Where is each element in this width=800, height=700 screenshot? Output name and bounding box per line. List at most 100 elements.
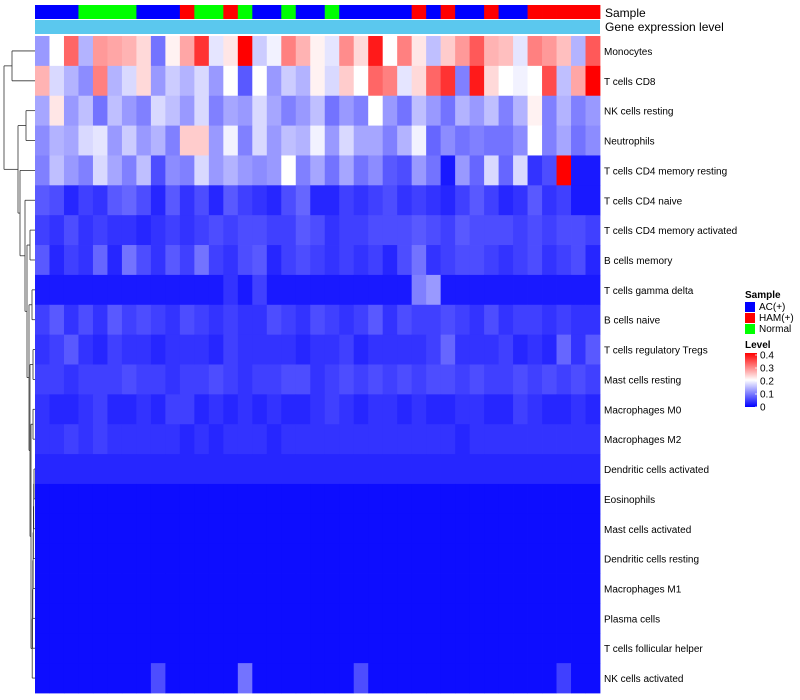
- heatmap-cell: [368, 364, 384, 395]
- heatmap-cell: [208, 633, 224, 664]
- heatmap-cell: [411, 483, 427, 515]
- heatmap-cell: [107, 364, 123, 395]
- heatmap-cell: [310, 633, 326, 664]
- heatmap-cell: [107, 483, 123, 515]
- row-label: Eosinophils: [604, 495, 655, 506]
- heatmap-cell: [310, 543, 326, 574]
- heatmap-cell: [179, 274, 195, 306]
- heatmap-cell: [78, 95, 94, 126]
- heatmap-cell: [585, 36, 601, 67]
- heatmap-cell: [121, 483, 137, 515]
- heatmap-cell: [542, 215, 557, 246]
- heatmap-cell: [179, 65, 195, 97]
- row-label: Mast cells resting: [604, 375, 681, 386]
- heatmap-cell: [397, 663, 413, 694]
- heatmap-cell: [223, 513, 239, 545]
- column-annotations: [35, 5, 601, 34]
- heatmap-cell: [49, 633, 65, 664]
- heatmap-cell: [78, 424, 94, 455]
- heatmap-cell: [223, 245, 239, 276]
- heatmap-cell: [237, 215, 253, 246]
- heatmap-cell: [353, 334, 369, 365]
- heatmap-cell: [324, 483, 340, 515]
- heatmap-cell: [571, 663, 586, 694]
- heatmap-cell: [469, 364, 485, 395]
- heatmap-cell: [556, 125, 572, 156]
- heatmap-cell: [208, 543, 224, 574]
- heatmap-cell: [237, 155, 253, 186]
- heatmap-cell: [223, 95, 239, 126]
- heatmap-cell: [571, 334, 586, 365]
- heatmap-cell: [107, 573, 123, 604]
- heatmap-cell: [179, 36, 195, 67]
- heatmap-cell: [469, 543, 485, 574]
- heatmap-cell: [179, 424, 195, 455]
- heatmap-cell: [426, 573, 442, 604]
- heatmap-cell: [121, 215, 137, 246]
- heatmap-cell: [440, 155, 456, 186]
- heatmap-cell: [571, 603, 586, 634]
- heatmap-cell: [469, 633, 485, 664]
- heatmap-cell: [136, 394, 152, 425]
- heatmap-cell: [165, 364, 181, 395]
- heatmap-cell: [426, 36, 442, 67]
- heatmap-cell: [35, 424, 50, 455]
- heatmap-cell: [556, 454, 572, 485]
- sample-annotation-cell: [223, 5, 239, 19]
- heatmap-cell: [35, 304, 50, 336]
- sample-annotation-cell: [266, 5, 282, 19]
- sample-annotation-cell: [107, 5, 123, 19]
- heatmap-cell: [237, 304, 253, 336]
- heatmap-cell: [150, 573, 166, 604]
- heatmap-cell: [92, 245, 108, 276]
- heatmap-cell: [92, 663, 108, 694]
- heatmap-cell: [63, 663, 79, 694]
- heatmap-cell: [513, 36, 528, 67]
- heatmap-cell: [368, 603, 384, 634]
- heatmap-cell: [92, 215, 108, 246]
- heatmap-cell: [223, 394, 239, 425]
- heatmap-cell: [571, 573, 586, 604]
- heatmap-cell: [165, 95, 181, 126]
- heatmap-cell: [556, 663, 572, 694]
- heatmap-cell: [527, 125, 543, 156]
- heatmap-cell: [513, 543, 528, 574]
- heatmap-cell: [107, 125, 123, 156]
- heatmap-cell: [310, 274, 326, 306]
- heatmap-cell: [281, 95, 297, 126]
- sample-annotation-cell: [150, 5, 166, 19]
- heatmap-cell: [281, 36, 297, 67]
- heatmap-cell: [237, 483, 253, 515]
- heatmap-cell: [339, 483, 355, 515]
- heatmap-cell: [49, 65, 65, 97]
- heatmap-cell: [440, 454, 456, 485]
- heatmap-cell: [107, 245, 123, 276]
- heatmap-cell: [165, 424, 181, 455]
- heatmap-cell: [542, 185, 557, 216]
- heatmap-cell: [136, 513, 152, 545]
- heatmap-cell: [411, 394, 427, 425]
- heatmap-cell: [49, 274, 65, 306]
- heatmap-cell: [585, 394, 601, 425]
- heatmap-cell: [179, 454, 195, 485]
- heatmap-cell: [411, 663, 427, 694]
- heatmap-cell: [556, 36, 572, 67]
- sample-annotation-cell: [35, 5, 50, 19]
- heatmap-cell: [339, 633, 355, 664]
- heatmap-cell: [397, 424, 413, 455]
- heatmap-cell: [252, 663, 268, 694]
- heatmap-cell: [49, 95, 65, 126]
- heatmap-cell: [179, 95, 195, 126]
- row-label: Dendritic cells activated: [604, 465, 709, 476]
- heatmap-cell: [295, 633, 311, 664]
- heatmap-cell: [107, 633, 123, 664]
- row-label: Monocytes: [604, 47, 652, 58]
- heatmap-cell: [310, 454, 326, 485]
- heatmap-cell: [527, 155, 543, 186]
- heatmap-cell: [63, 65, 79, 97]
- heatmap-cell: [92, 155, 108, 186]
- heatmap-cell: [527, 633, 543, 664]
- heatmap-cell: [194, 215, 210, 246]
- heatmap-cell: [49, 573, 65, 604]
- heatmap-cell: [542, 633, 557, 664]
